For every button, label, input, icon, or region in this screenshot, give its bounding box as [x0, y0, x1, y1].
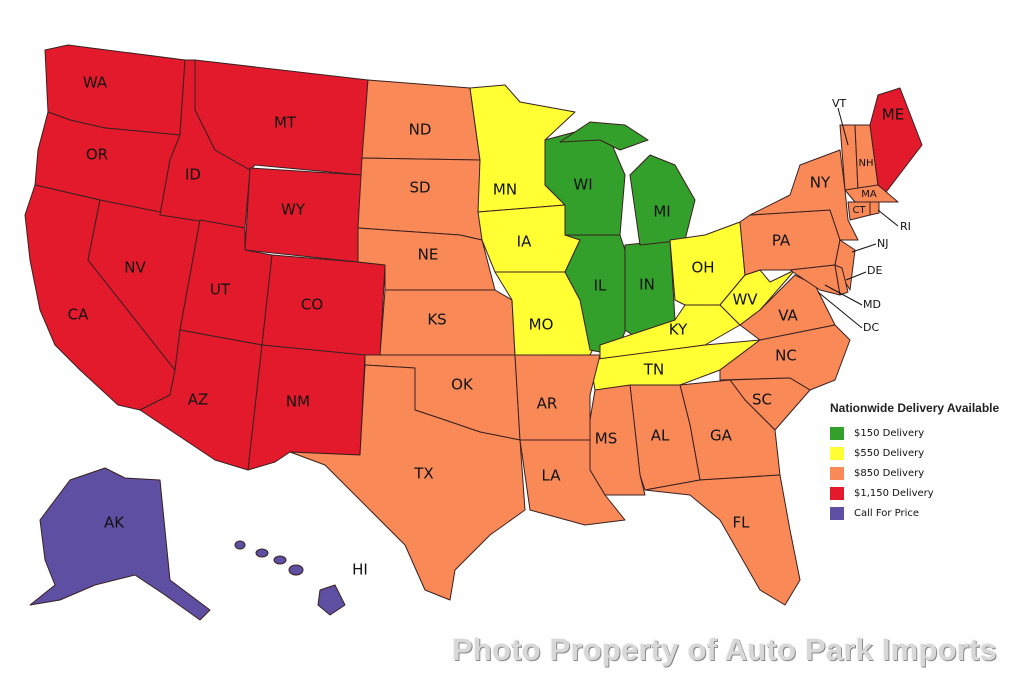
state-mi[interactable] — [559, 121, 649, 151]
state-label-nc: NC — [775, 347, 797, 365]
legend-item-150: $150 Delivery — [830, 423, 999, 443]
state-label-va: VA — [778, 307, 798, 325]
legend-label: $850 Delivery — [854, 467, 925, 479]
state-hi[interactable] — [317, 584, 346, 616]
state-label-ne: NE — [418, 246, 439, 264]
legend-item-550: $550 Delivery — [830, 443, 999, 463]
state-label-ri: RI — [900, 220, 911, 233]
state-label-mo: MO — [529, 316, 554, 334]
state-label-ut: UT — [210, 281, 231, 299]
state-label-az: AZ — [188, 391, 209, 409]
state-label-nv: NV — [124, 259, 146, 277]
state-label-vt: VT — [832, 97, 847, 110]
callout-line-de — [845, 271, 867, 281]
hawaii-island — [273, 555, 287, 565]
state-label-hi: HI — [352, 561, 368, 579]
state-label-ga: GA — [710, 427, 733, 445]
legend: Nationwide Delivery Available $150 Deliv… — [830, 401, 999, 523]
state-label-nm: NM — [286, 393, 310, 411]
state-label-ia: IA — [517, 233, 532, 251]
legend-label: $150 Delivery — [854, 427, 925, 439]
state-label-wa: WA — [83, 74, 108, 92]
legend-swatch-yellow — [830, 446, 844, 460]
state-label-pa: PA — [772, 232, 791, 250]
legend-swatch-purple — [830, 506, 844, 520]
state-ks[interactable] — [379, 289, 516, 356]
state-label-nj: NJ — [877, 237, 888, 250]
state-label-tx: TX — [413, 465, 433, 483]
state-label-ms: MS — [595, 430, 617, 448]
state-fl[interactable] — [644, 474, 801, 606]
state-sd[interactable] — [357, 157, 483, 241]
legend-item-850: $850 Delivery — [830, 463, 999, 483]
hawaii-island — [234, 540, 246, 550]
state-label-il: IL — [594, 277, 607, 295]
state-label-ak: AK — [104, 514, 125, 532]
state-label-wy: WY — [281, 201, 306, 219]
state-label-co: CO — [301, 296, 323, 314]
state-label-in: IN — [639, 276, 655, 294]
state-label-wi: WI — [573, 176, 592, 194]
state-nj[interactable] — [834, 239, 856, 291]
watermark: Photo Property of Auto Park Imports — [452, 632, 997, 667]
state-label-ct: CT — [852, 205, 866, 216]
state-tx[interactable] — [289, 364, 526, 601]
legend-title: Nationwide Delivery Available — [830, 401, 1000, 415]
legend-swatch-green — [830, 426, 844, 440]
state-label-me: ME — [882, 106, 904, 124]
state-label-dc: DC — [863, 321, 879, 334]
state-label-ks: KS — [427, 311, 446, 329]
state-label-ar: AR — [537, 395, 558, 413]
legend-item-call: Call For Price — [830, 503, 999, 523]
state-label-md: MD — [863, 298, 881, 311]
state-label-oh: OH — [691, 259, 714, 277]
state-ri[interactable] — [869, 201, 880, 216]
state-label-or: OR — [86, 146, 108, 164]
state-label-al: AL — [651, 427, 670, 445]
callout-line-dc — [817, 291, 863, 329]
state-label-ma: MA — [861, 189, 877, 200]
state-md[interactable] — [789, 264, 841, 296]
state-label-mt: MT — [274, 114, 297, 132]
state-label-nh: NH — [859, 158, 874, 169]
state-label-id: ID — [185, 166, 201, 184]
hawaii-island — [255, 548, 269, 558]
state-label-ok: OK — [451, 376, 474, 394]
state-de[interactable] — [834, 264, 849, 296]
state-label-tn: TN — [643, 361, 664, 379]
state-label-nd: ND — [409, 121, 432, 139]
state-label-mi: MI — [653, 203, 670, 221]
state-label-ny: NY — [810, 174, 831, 192]
callout-line-vt — [837, 107, 849, 146]
state-label-ky: KY — [669, 321, 688, 339]
state-label-de: DE — [867, 264, 882, 277]
hawaii-island — [288, 564, 304, 576]
state-label-fl: FL — [733, 514, 751, 532]
state-label-sc: SC — [752, 391, 772, 409]
state-co[interactable] — [261, 254, 386, 359]
legend-item-1150: $1,150 Delivery — [830, 483, 999, 503]
state-label-la: LA — [542, 467, 562, 485]
state-wv[interactable] — [719, 269, 796, 326]
callout-line-nj — [851, 243, 877, 253]
state-la[interactable] — [519, 439, 626, 526]
state-ar[interactable] — [514, 354, 601, 441]
callout-line-ri — [877, 209, 899, 227]
callout-line-md — [824, 284, 863, 306]
legend-label: Call For Price — [854, 507, 920, 519]
state-label-wv: WV — [732, 291, 758, 309]
state-ak[interactable] — [29, 467, 211, 621]
state-label-mn: MN — [493, 181, 517, 199]
legend-label: $550 Delivery — [854, 447, 925, 459]
legend-swatch-red — [830, 486, 844, 500]
state-mi[interactable] — [629, 154, 696, 246]
state-label-ca: CA — [68, 306, 89, 324]
state-label-sd: SD — [409, 179, 430, 197]
legend-label: $1,150 Delivery — [854, 487, 934, 499]
legend-swatch-orange — [830, 466, 844, 480]
state-ny[interactable] — [749, 149, 859, 241]
state-ma[interactable] — [844, 184, 899, 203]
